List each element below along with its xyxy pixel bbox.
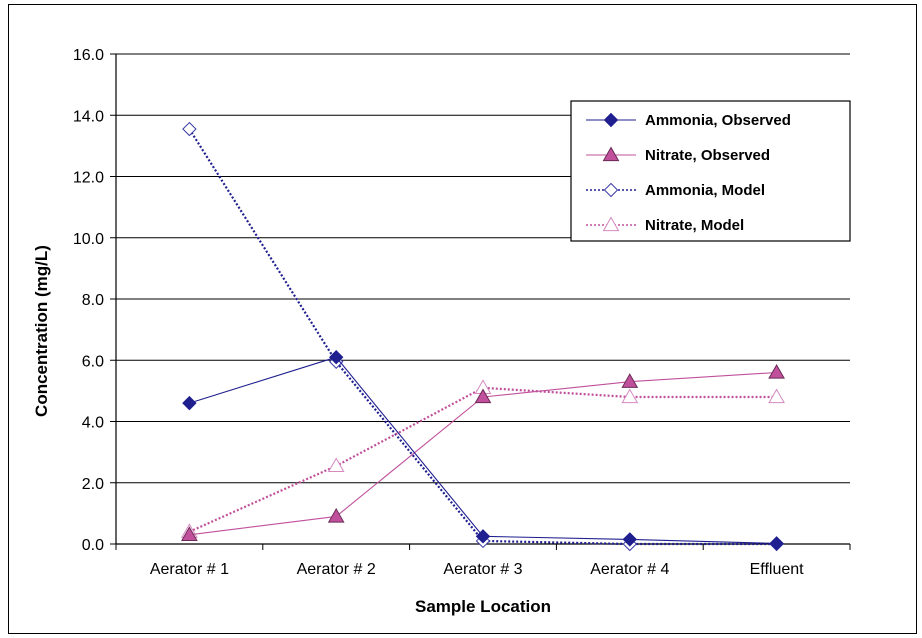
- x-tick-label: Aerator # 3: [443, 561, 522, 578]
- y-tick-label: 14.0: [73, 108, 104, 125]
- y-tick-label: 4.0: [82, 415, 104, 432]
- data-point: [621, 388, 639, 404]
- series-ammonia-observed: [182, 349, 784, 551]
- y-tick-label: 16.0: [73, 47, 104, 64]
- data-point: [475, 529, 491, 544]
- x-tick-labels: Aerator # 1 Aerator # 2 Aerator # 3 Aerator…: [150, 561, 804, 578]
- data-point: [768, 363, 785, 379]
- series-nitrate-model: [181, 379, 785, 538]
- series: [181, 121, 785, 552]
- series-nitrate-observed: [181, 363, 785, 541]
- y-tick-label: 2.0: [82, 476, 104, 493]
- legend-label: Ammonia, Model: [645, 182, 765, 199]
- legend-marker: [603, 182, 619, 198]
- y-tick-label: 10.0: [73, 231, 104, 248]
- data-point: [328, 349, 344, 365]
- data-point: [181, 526, 198, 541]
- data-point: [182, 395, 197, 411]
- legend: Ammonia, Observed Nitrate, Observed Ammoni…: [570, 100, 851, 242]
- legend-marker: [602, 146, 620, 162]
- data-point: [474, 388, 492, 404]
- x-tick-label: Aerator # 4: [590, 561, 669, 578]
- legend-label: Ammonia, Observed: [645, 112, 791, 129]
- data-point: [768, 388, 785, 404]
- y-tick-label: 8.0: [82, 292, 104, 309]
- x-tick-label: Aerator # 1: [150, 561, 229, 578]
- data-point: [182, 121, 197, 137]
- data-point: [327, 457, 345, 473]
- legend-label: Nitrate, Model: [645, 217, 744, 234]
- legend-marker: [603, 112, 619, 128]
- y-tick-label: 6.0: [82, 353, 104, 370]
- legend-items: Ammonia, Observed Nitrate, Observed Ammoni…: [586, 112, 791, 234]
- data-point: [621, 373, 639, 388]
- y-tick-labels: 0.0 2.0 4.0 6.0 8.0 10.0 12.0 14.0 16.0: [73, 47, 104, 554]
- y-tick-label: 12.0: [73, 170, 104, 187]
- data-point: [622, 532, 638, 547]
- data-point: [769, 536, 784, 551]
- legend-marker: [602, 216, 620, 232]
- x-tick-label: Aerator # 2: [297, 561, 376, 578]
- x-tick-label: Effluent: [750, 561, 805, 578]
- legend-box: [570, 100, 851, 242]
- y-axis-title: Concentration (mg/L): [32, 245, 51, 417]
- data-point: [327, 507, 345, 523]
- legend-label: Nitrate, Observed: [645, 147, 770, 164]
- series-line: [188, 386, 777, 533]
- x-axis-title: Sample Location: [415, 597, 551, 616]
- y-tick-label: 0.0: [82, 537, 104, 554]
